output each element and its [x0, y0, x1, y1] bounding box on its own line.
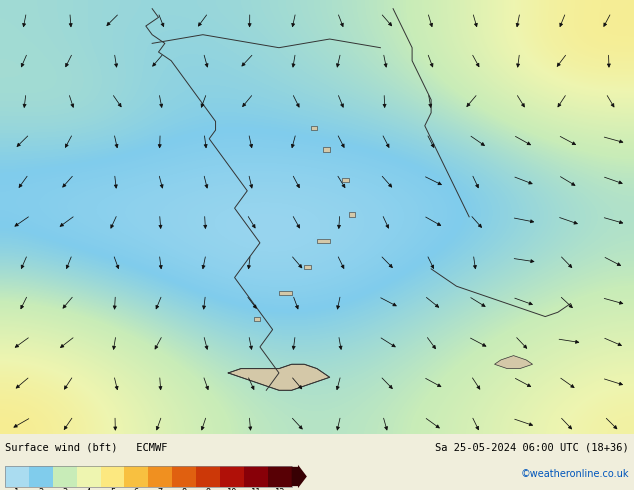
Polygon shape [342, 178, 349, 182]
Polygon shape [228, 364, 330, 390]
Polygon shape [495, 356, 533, 368]
Bar [220, 466, 244, 487]
Text: 3: 3 [62, 489, 67, 490]
Bar [172, 466, 196, 487]
Polygon shape [304, 265, 311, 269]
Text: 5: 5 [110, 489, 115, 490]
Bar [5, 466, 292, 487]
Text: Surface wind (bft)   ECMWF: Surface wind (bft) ECMWF [5, 442, 167, 452]
Polygon shape [254, 317, 260, 321]
Text: 1: 1 [15, 489, 20, 490]
FancyArrow shape [292, 465, 307, 488]
Text: ©weatheronline.co.uk: ©weatheronline.co.uk [521, 469, 629, 479]
Text: 11: 11 [250, 489, 261, 490]
Bar [101, 466, 124, 487]
Polygon shape [349, 213, 355, 217]
Bar [268, 466, 292, 487]
Bar [244, 466, 268, 487]
Bar [53, 466, 77, 487]
Text: 10: 10 [227, 489, 237, 490]
Text: Sa 25-05-2024 06:00 UTC (18+36): Sa 25-05-2024 06:00 UTC (18+36) [435, 442, 629, 452]
Text: 12: 12 [275, 489, 285, 490]
Text: 7: 7 [158, 489, 163, 490]
Text: 6: 6 [134, 489, 139, 490]
Bar [196, 466, 220, 487]
Bar [77, 466, 101, 487]
Polygon shape [311, 126, 317, 130]
Polygon shape [317, 239, 330, 243]
Bar [29, 466, 53, 487]
Polygon shape [279, 291, 292, 295]
Bar [148, 466, 172, 487]
Text: 4: 4 [86, 489, 91, 490]
Bar [5, 466, 29, 487]
Polygon shape [323, 147, 330, 152]
Text: 8: 8 [181, 489, 187, 490]
Text: 9: 9 [205, 489, 210, 490]
Bar [124, 466, 148, 487]
Text: 2: 2 [38, 489, 44, 490]
